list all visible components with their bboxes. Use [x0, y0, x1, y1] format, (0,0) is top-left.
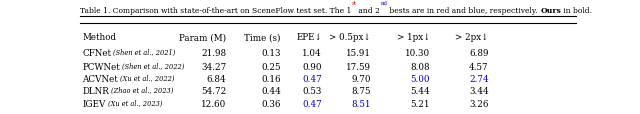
- Text: 5.00: 5.00: [411, 74, 430, 83]
- Text: nd: nd: [380, 1, 387, 6]
- Text: 4.57: 4.57: [469, 62, 489, 71]
- Text: 8.08: 8.08: [410, 62, 430, 71]
- Text: 9.70: 9.70: [351, 74, 371, 83]
- Text: EPE↓: EPE↓: [296, 33, 322, 42]
- Text: CFNet: CFNet: [83, 49, 111, 58]
- Text: 8.10: 8.10: [350, 113, 371, 114]
- Text: DLNR: DLNR: [83, 87, 109, 95]
- Text: 0.36: 0.36: [261, 99, 281, 108]
- Text: 21.98: 21.98: [201, 49, 227, 58]
- Text: Param (M): Param (M): [179, 33, 227, 42]
- Text: 0.53: 0.53: [303, 87, 322, 95]
- Text: 11.96: 11.96: [199, 113, 227, 114]
- Text: 54.72: 54.72: [201, 87, 227, 95]
- Text: Method: Method: [83, 33, 116, 42]
- Text: 2.34: 2.34: [467, 113, 489, 114]
- Text: 5.44: 5.44: [410, 87, 430, 95]
- Text: (Shen et al., 2021): (Shen et al., 2021): [113, 49, 176, 57]
- Text: 8.75: 8.75: [351, 87, 371, 95]
- Text: Ours: Ours: [83, 113, 106, 114]
- Text: 5.21: 5.21: [411, 99, 430, 108]
- Text: and 2: and 2: [356, 7, 380, 15]
- Text: 12.60: 12.60: [201, 99, 227, 108]
- Text: (Xu et al., 2023): (Xu et al., 2023): [108, 99, 163, 107]
- Text: 0.43: 0.43: [301, 113, 322, 114]
- Text: 1.04: 1.04: [302, 49, 322, 58]
- Text: 0.25: 0.25: [261, 62, 281, 71]
- Text: 3.44: 3.44: [469, 87, 489, 95]
- Text: (Zhao et al., 2023): (Zhao et al., 2023): [111, 87, 173, 95]
- Text: 17.59: 17.59: [346, 62, 371, 71]
- Text: 6.84: 6.84: [207, 74, 227, 83]
- Text: 0.47: 0.47: [302, 99, 322, 108]
- Text: > 1px↓: > 1px↓: [397, 33, 430, 42]
- Text: 0.16: 0.16: [261, 74, 281, 83]
- Text: 0.47: 0.47: [302, 74, 322, 83]
- Text: Ours: Ours: [540, 7, 561, 15]
- Text: IGEV: IGEV: [83, 99, 106, 108]
- Text: 4.22: 4.22: [409, 113, 430, 114]
- Text: 10.30: 10.30: [405, 49, 430, 58]
- Text: PCWNet: PCWNet: [83, 62, 120, 71]
- Text: Time (s): Time (s): [244, 33, 281, 42]
- Text: 8.51: 8.51: [351, 99, 371, 108]
- Text: 3.26: 3.26: [469, 99, 489, 108]
- Text: st: st: [351, 1, 356, 6]
- Text: 0.13: 0.13: [261, 49, 281, 58]
- Text: 15.91: 15.91: [346, 49, 371, 58]
- Text: (Shen et al., 2022): (Shen et al., 2022): [122, 62, 184, 70]
- Text: > 0.5px↓: > 0.5px↓: [330, 33, 371, 42]
- Text: > 2px↓: > 2px↓: [455, 33, 489, 42]
- Text: bests are in red and blue, respectively.: bests are in red and blue, respectively.: [387, 7, 540, 15]
- Text: 0.90: 0.90: [303, 62, 322, 71]
- Text: 0.35: 0.35: [260, 113, 281, 114]
- Text: 34.27: 34.27: [201, 62, 227, 71]
- Text: 0.44: 0.44: [261, 87, 281, 95]
- Text: (Xu et al., 2022): (Xu et al., 2022): [120, 74, 175, 82]
- Text: 2.74: 2.74: [469, 74, 489, 83]
- Text: ACVNet: ACVNet: [83, 74, 118, 83]
- Text: Table 1. Comparison with state-of-the-art on SceneFlow test set. The 1: Table 1. Comparison with state-of-the-ar…: [80, 7, 351, 15]
- Text: in bold.: in bold.: [561, 7, 592, 15]
- Text: 6.89: 6.89: [469, 49, 489, 58]
